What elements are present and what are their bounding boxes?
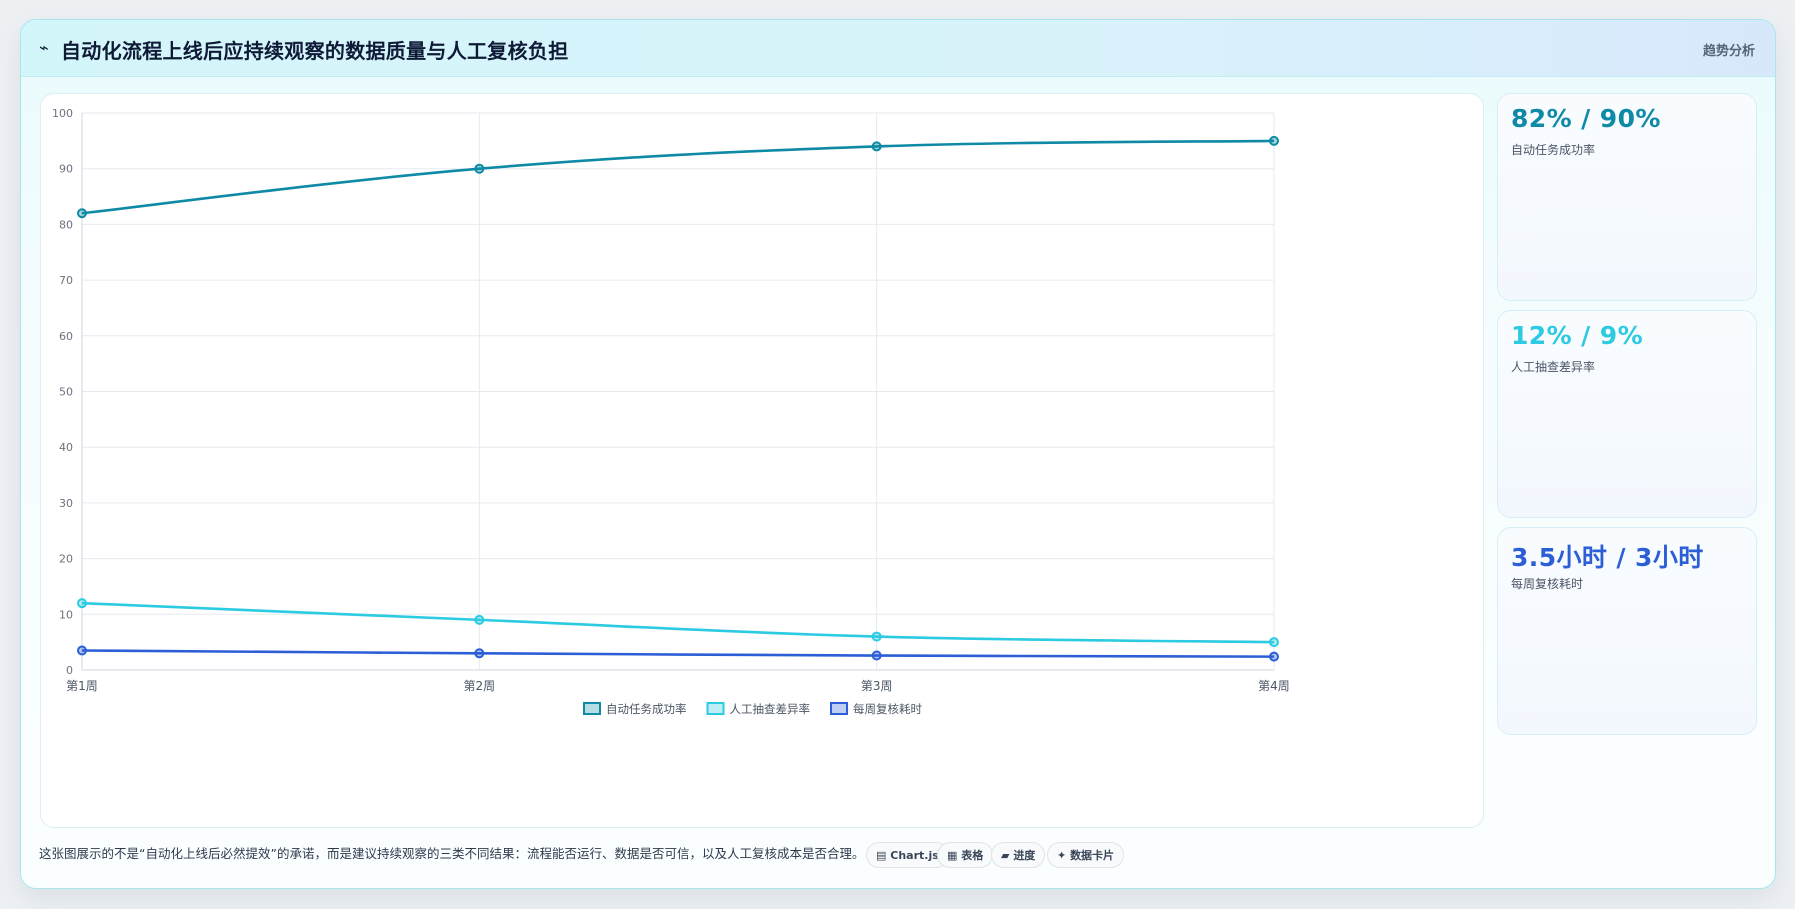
x-tick-label: 第2周 (464, 679, 496, 693)
stat-label: 自动任务成功率 (1511, 143, 1596, 157)
y-tick-label: 70 (59, 274, 73, 287)
chart-line-icon: ⌁ (39, 38, 49, 57)
progress-icon: ▰ (1001, 849, 1010, 862)
data-point (474, 648, 485, 659)
data-card-pill[interactable]: ✦ 数据卡片 (1047, 842, 1125, 868)
y-tick-label: 0 (66, 664, 73, 677)
data-point (1269, 135, 1279, 146)
series-line (81, 649, 1275, 658)
y-tick-label: 10 (59, 608, 73, 621)
data-point (871, 631, 882, 642)
dashboard-card: ⌁ 自动化流程上线后应持续观察的数据质量与人工复核负担 趋势分析 0 10 20 30… (20, 19, 1776, 889)
stat-value: 3.5小时 / 3小时 (1511, 543, 1704, 572)
table-icon: ▦ (947, 849, 958, 862)
stat-value: 12% / 9% (1511, 321, 1644, 350)
chartjs-pill[interactable]: ▤ Chart.js (866, 842, 949, 868)
pill-label: 表格 (961, 849, 984, 862)
legend-label: 人工抽查差异率 (730, 702, 811, 716)
chart-panel: 0 10 20 30 40 50 60 70 80 90 100 第1周 第2周 第3周 第4周自动任务成功… (40, 93, 1484, 828)
y-tick-label: 80 (59, 218, 73, 231)
data-point (77, 645, 87, 656)
data-point (77, 598, 87, 609)
table-pill[interactable]: ▦ 表格 (937, 842, 994, 868)
stat-card-success-rate: 82% / 90% 自动任务成功率 (1497, 93, 1757, 301)
stat-card-diff-rate: 12% / 9% 人工抽查差异率 (1497, 310, 1757, 518)
x-tick-label: 第4周 (1258, 679, 1290, 693)
pill-label: 数据卡片 (1070, 849, 1115, 862)
pill-label: 进度 (1013, 849, 1036, 862)
data-point (871, 141, 882, 152)
data-point (474, 163, 485, 174)
x-tick-label: 第3周 (861, 679, 893, 693)
series-line (81, 139, 1275, 215)
stat-label: 每周复核耗时 (1511, 577, 1584, 591)
y-tick-label: 50 (59, 386, 73, 399)
x-tick-label: 第1周 (66, 679, 98, 693)
legend-swatch (706, 702, 725, 715)
legend-swatch (583, 702, 601, 715)
data-point (77, 208, 87, 219)
legend-label: 自动任务成功率 (606, 702, 687, 716)
data-point (474, 614, 485, 625)
y-tick-label: 40 (59, 441, 73, 454)
y-tick-label: 20 (59, 553, 73, 566)
stat-card-review-time: 3.5小时 / 3小时 每周复核耗时 (1497, 527, 1757, 735)
sparkle-icon: ✦ (1057, 849, 1067, 862)
stat-value: 82% / 90% (1511, 104, 1661, 133)
page-title: 自动化流程上线后应持续观察的数据质量与人工复核负担 (61, 39, 569, 63)
data-point (871, 650, 882, 661)
progress-pill[interactable]: ▰ 进度 (991, 842, 1046, 868)
stat-label: 人工抽查差异率 (1511, 360, 1596, 374)
y-tick-label: 60 (59, 330, 73, 343)
trend-analysis-tag: 趋势分析 (1702, 44, 1755, 59)
legend-label: 每周复核耗时 (853, 702, 922, 716)
data-point (1269, 637, 1279, 648)
y-tick-label: 100 (52, 107, 73, 120)
chart-footnote: 这张图展示的不是“自动化上线后必然提效”的承诺，而是建议持续观察的三类不同结果：… (39, 846, 865, 861)
data-point (1269, 651, 1279, 662)
legend-swatch (830, 702, 848, 715)
series-line (81, 601, 1275, 644)
y-tick-label: 90 (59, 163, 73, 176)
card-header: ⌁ 自动化流程上线后应持续观察的数据质量与人工复核负担 趋势分析 (21, 20, 1775, 77)
line-chart: 0 10 20 30 40 50 60 70 80 90 100 第1周 第2周 第3周 第4周自动任务成功… (52, 107, 1290, 716)
chart-icon: ▤ (876, 849, 887, 862)
pill-label: Chart.js (890, 849, 939, 862)
y-tick-label: 30 (59, 497, 73, 510)
